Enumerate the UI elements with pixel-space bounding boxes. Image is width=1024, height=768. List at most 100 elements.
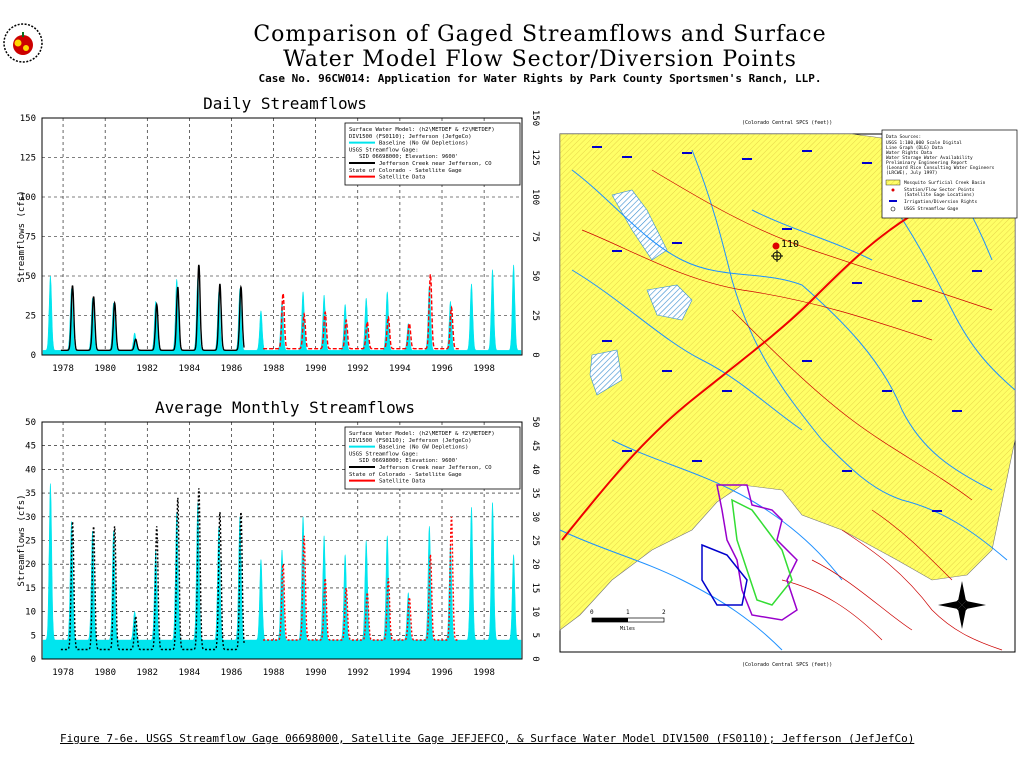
y-tick-label-right: 40 (530, 464, 540, 475)
legend-model_line1: Surface Water Model: (h2\METDEF & f2\MET… (349, 431, 495, 437)
wetland-area (646, 284, 693, 321)
legend-state_head: State of Colorado - Satellite Gage (349, 168, 462, 174)
y-tick-label-right: 0 (530, 656, 540, 661)
legend-baseline: Baseline (No GW Depletions) (379, 445, 468, 451)
y-tick-label-right: 5 (530, 633, 540, 638)
y-tick-label-right: 75 (530, 231, 540, 242)
x-tick-label: 1978 (52, 668, 74, 678)
map-top-axis-label: (Colorado Central SPCS (feet)) (742, 120, 832, 126)
reservoir-area (611, 189, 668, 261)
legend-usgs_line1: SID 06698000; Elevation: 9600' (359, 458, 458, 464)
y-tick-label-right: 20 (530, 559, 540, 570)
x-tick-label: 1986 (221, 668, 243, 678)
x-tick-label: 1996 (431, 364, 453, 374)
svg-text:USGS 1:100,000 Scale Digital: USGS 1:100,000 Scale Digital (886, 140, 962, 146)
legend-usgs_line1: SID 06698000; Elevation: 9600' (359, 154, 458, 160)
map-legend-box: Data Sources: USGS 1:100,000 Scale Digit… (881, 129, 1018, 219)
x-tick-label: 1994 (389, 668, 411, 678)
y-tick-label-right: 25 (530, 535, 540, 546)
x-tick-label: 1980 (94, 668, 116, 678)
x-tick-label: 1982 (136, 364, 158, 374)
chart-title: Daily Streamflows (203, 94, 367, 113)
y-tick-label-left: 125 (20, 154, 36, 164)
svg-text:USGS Streamflow Gage: USGS Streamflow Gage (904, 206, 958, 212)
legend-usgs_head: USGS Streamflow Gage: (349, 147, 419, 153)
x-tick-label: 1984 (179, 364, 201, 374)
x-tick-label: 1990 (305, 364, 327, 374)
svg-text:Data Sources:: Data Sources: (886, 134, 921, 140)
figure-subtitle: Case No. 96CW014: Application for Water … (258, 72, 822, 85)
satellite-gage-marker (772, 242, 780, 250)
figure-caption: Figure 7-6e. USGS Streamflow Gage 066980… (60, 732, 915, 745)
x-tick-label: 1990 (305, 668, 327, 678)
chart-legend: Surface Water Model: (h2\METDEF & f2\MET… (344, 426, 521, 490)
y-tick-label-left: 75 (25, 233, 36, 243)
legend-model_line2: DIV1500 (FS0110); Jefferson (JefgeCo) (349, 438, 472, 444)
svg-text:Station/Flow Sector Points: Station/Flow Sector Points (904, 187, 975, 193)
x-tick-label: 1992 (347, 668, 369, 678)
legend-model_line2: DIV1500 (FS0110); Jefferson (JefgeCo) (349, 134, 472, 140)
scale-bar: 0 1 2 Miles (590, 609, 666, 632)
svg-text:Mosquito Surficial Creek Basin: Mosquito Surficial Creek Basin (904, 180, 986, 186)
svg-text:2: 2 (662, 609, 666, 616)
location-map: 110 Data Sources: USGS 1:100,000 Scale D… (552, 110, 1022, 670)
legend-state_head: State of Colorado - Satellite Gage (349, 472, 462, 478)
y-tick-label-left: 0 (31, 351, 36, 361)
y-tick-label-left: 100 (20, 193, 36, 203)
legend-usgs_line2: Jefferson Creek near Jefferson, CO (379, 161, 492, 167)
x-tick-label: 1988 (263, 668, 285, 678)
x-tick-label: 1982 (136, 668, 158, 678)
y-tick-label-right: 0 (530, 352, 540, 357)
x-tick-label: 1980 (94, 364, 116, 374)
y-tick-label-right: 50 (530, 271, 540, 282)
plot-frame (41, 421, 523, 660)
legend-box (344, 426, 521, 490)
svg-text:(Satellite Gage Locations): (Satellite Gage Locations) (904, 192, 974, 198)
x-tick-label: 1994 (389, 364, 411, 374)
y-tick-label-left: 30 (25, 513, 36, 523)
y-tick-label-left: 150 (20, 114, 36, 124)
svg-text:1: 1 (626, 609, 630, 616)
x-tick-label: 1986 (221, 364, 243, 374)
y-tick-label-right: 150 (530, 110, 540, 126)
y-tick-label-left: 15 (25, 584, 36, 594)
y-tick-label-left: 35 (25, 489, 36, 499)
north-arrow-icon (938, 581, 986, 629)
y-tick-label-right: 35 (530, 488, 540, 499)
y-tick-label-left: 50 (25, 418, 36, 428)
x-tick-label: 1996 (431, 668, 453, 678)
y-tick-label-right: 125 (530, 149, 540, 165)
y-tick-label-right: 10 (530, 606, 540, 617)
monthly-streamflows-chart: Average Monthly Streamflows Streamflows (… (17, 398, 540, 678)
x-tick-label: 1978 (52, 364, 74, 374)
legend-baseline: Baseline (No GW Depletions) (379, 141, 468, 147)
chart-legend: Surface Water Model: (h2\METDEF & f2\MET… (344, 122, 521, 186)
y-tick-label-left: 0 (31, 655, 36, 665)
y-axis-label: Streamflows (cfs) (17, 494, 27, 586)
svg-text:Water Storage Water Availabili: Water Storage Water Availability (886, 155, 973, 161)
y-tick-label-right: 25 (530, 310, 540, 321)
usgs-gage-marker (771, 250, 783, 262)
y-tick-label-left: 40 (25, 465, 36, 475)
series-line-satellite (263, 516, 459, 641)
y-tick-label-right: 100 (530, 189, 540, 205)
y-axis-label: Streamflows (cfs) (17, 190, 27, 282)
plot-frame (41, 117, 523, 356)
svg-text:Preliminary Engineering Report: Preliminary Engineering Report (886, 160, 968, 166)
x-tick-label: 1998 (473, 668, 495, 678)
y-tick-label-left: 5 (31, 631, 36, 641)
figure-title-line2: Water Model Flow Sector/Diversion Points (283, 47, 797, 72)
x-tick-label: 1992 (347, 364, 369, 374)
svg-text:Water Rights Data: Water Rights Data (886, 150, 932, 156)
svg-text:Miles: Miles (620, 626, 635, 632)
y-tick-label-left: 45 (25, 442, 36, 452)
y-tick-label-left: 25 (25, 312, 36, 322)
figure-title-line1: Comparison of Gaged Streamflows and Surf… (253, 22, 827, 47)
legend-satellite: Satellite Data (379, 175, 425, 181)
y-tick-label-right: 15 (530, 582, 540, 593)
svg-text:0: 0 (590, 609, 594, 616)
legend-satellite: Satellite Data (379, 479, 425, 485)
map-bottom-axis-label: (Colorado Central SPCS (feet)) (742, 662, 832, 668)
svg-text:(Leonard Rice Consulting Water: (Leonard Rice Consulting Water Engineers (886, 165, 995, 171)
wetland-area-2 (589, 349, 623, 396)
